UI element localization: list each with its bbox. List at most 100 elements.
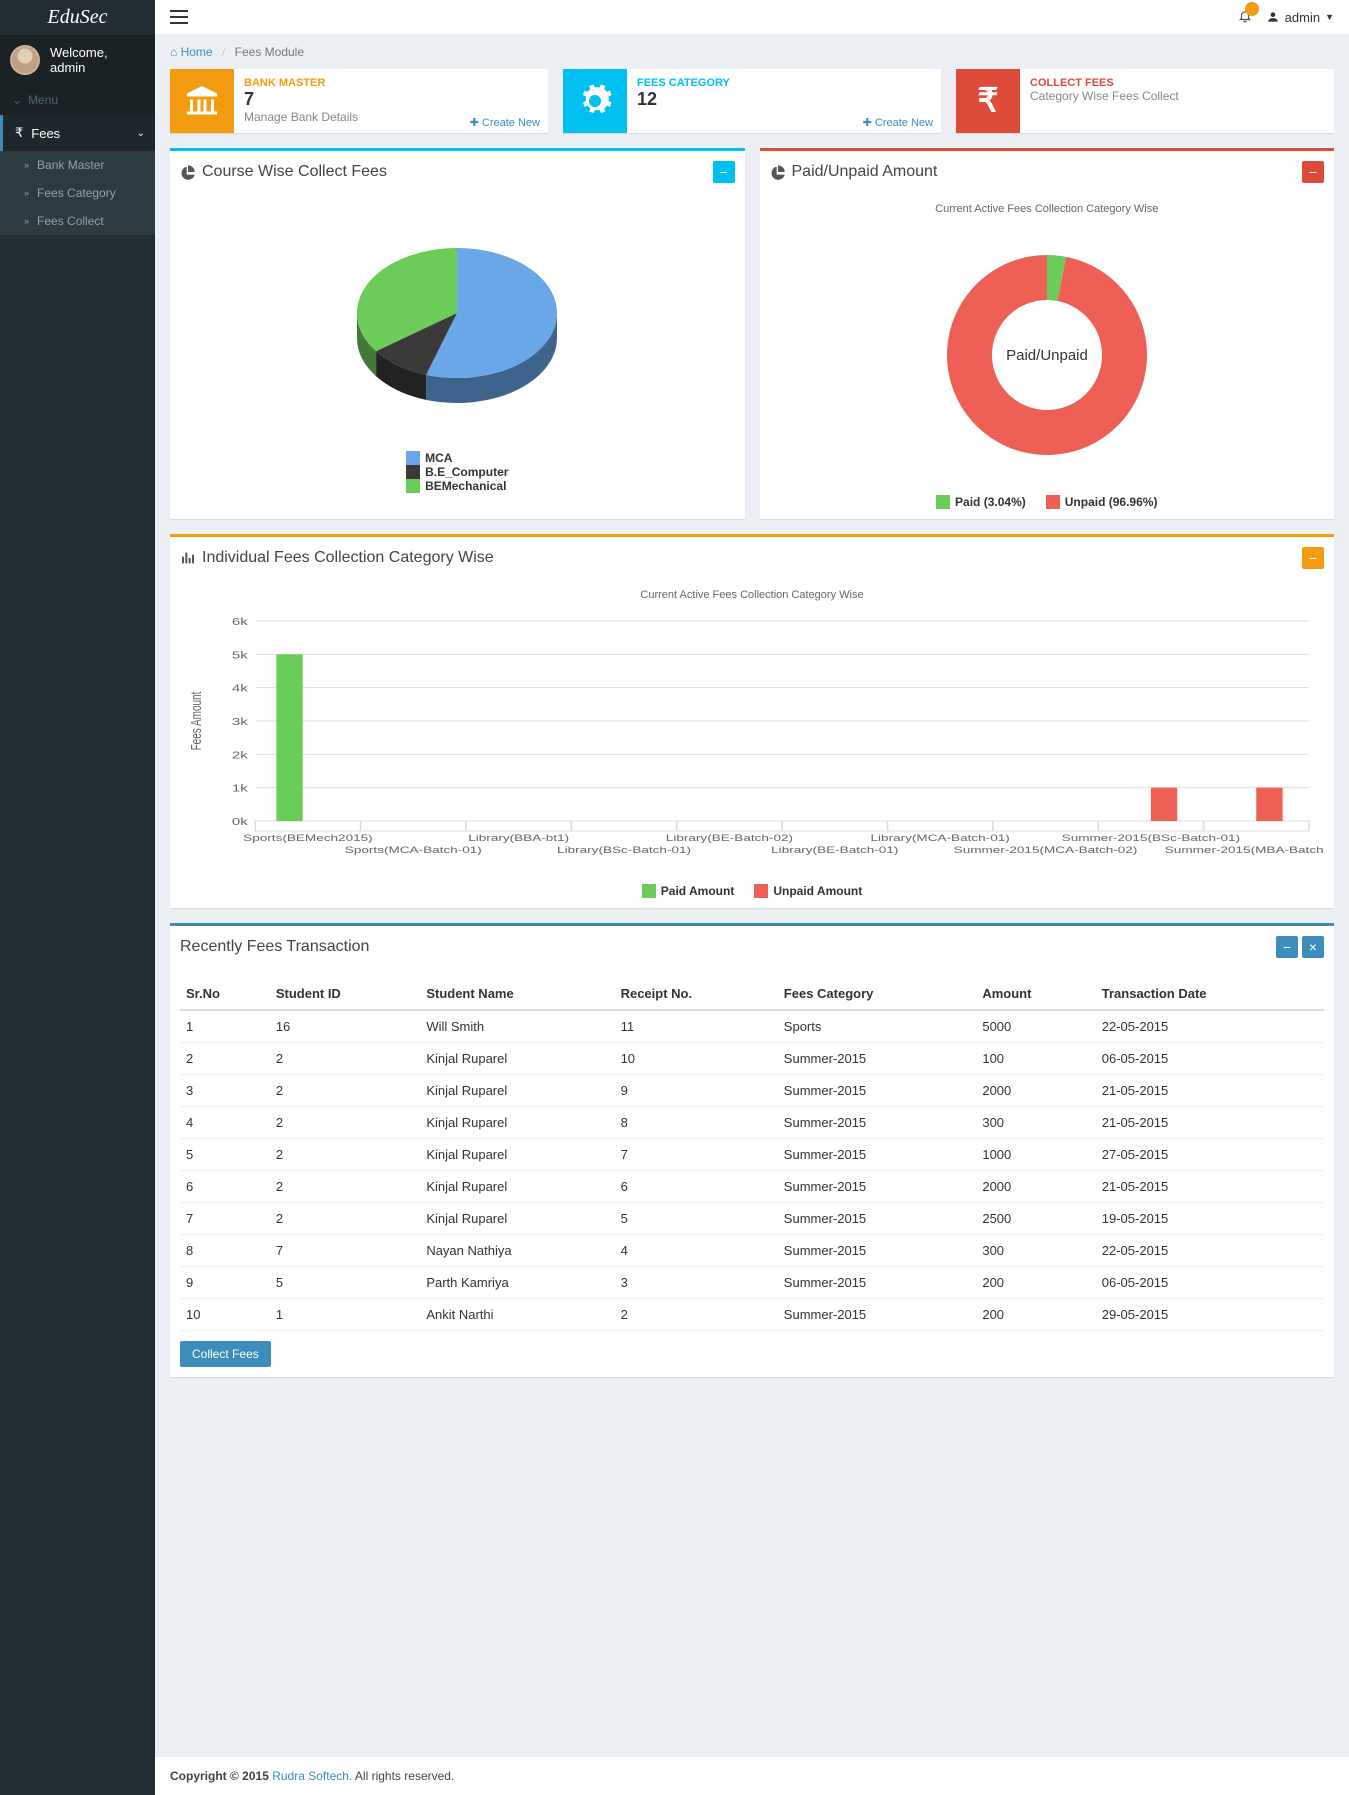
bar-panel: Individual Fees Collection Category Wise… [170,534,1334,908]
table-row: 72Kinjal Ruparel5Summer-2015250019-05-20… [180,1203,1324,1235]
info-icon [170,69,234,133]
user-menu[interactable]: admin ▼ [1266,10,1334,25]
svg-text:3k: 3k [232,716,249,728]
svg-text:Summer-2015(BSc-Batch-01): Summer-2015(BSc-Batch-01) [1062,834,1241,843]
create-new-link[interactable]: ✚ Create New [863,116,933,129]
chevron-down-icon: ⌄ [12,93,22,107]
svg-text:6k: 6k [232,616,249,628]
footer-link[interactable]: Rudra Softech. [272,1769,352,1783]
breadcrumb: ⌂ Home / Fees Module [155,35,1349,69]
table-row: 116Will Smith11Sports500022-05-2015 [180,1010,1324,1043]
pie-title: Course Wise Collect Fees [202,163,387,181]
bar-legend: Paid AmountUnpaid Amount [180,884,1324,898]
collect-fees-button[interactable]: Collect Fees [180,1341,271,1367]
info-subtitle: Category Wise Fees Collect [1030,89,1324,103]
donut-panel: Paid/Unpaid Amount − Current Active Fees… [760,148,1335,519]
angle-right-icon: » [24,188,29,198]
svg-text:Library(BSc-Batch-01): Library(BSc-Batch-01) [557,846,691,855]
tx-table: Sr.NoStudent IDStudent NameReceipt No.Fe… [180,978,1324,1331]
breadcrumb-sep: / [222,45,225,59]
tx-title: Recently Fees Transaction [180,938,369,956]
info-value: 7 [244,89,538,110]
breadcrumb-home[interactable]: ⌂ Home [170,45,216,59]
notifications-button[interactable] [1238,9,1252,26]
collapse-button[interactable]: − [713,161,735,183]
table-header: Receipt No. [615,978,778,1010]
welcome-text: Welcome, admin [50,45,145,75]
collapse-button[interactable]: − [1276,936,1298,958]
pie-chart-icon [180,164,196,180]
table-row: 52Kinjal Ruparel7Summer-2015100027-05-20… [180,1139,1324,1171]
breadcrumb-current: Fees Module [235,45,304,59]
info-title: FEES CATEGORY [637,77,931,89]
table-row: 87Nayan Nathiya4Summer-201530022-05-2015 [180,1235,1324,1267]
footer-rights: All rights reserved. [355,1769,454,1783]
user-label: admin [1285,10,1320,25]
svg-text:4k: 4k [232,682,249,694]
menu-label: Menu [28,93,58,107]
svg-text:Library(MCA-Batch-01): Library(MCA-Batch-01) [871,834,1010,843]
sidebar-item[interactable]: »Fees Category [0,179,155,207]
caret-down-icon: ▼ [1325,12,1334,22]
svg-text:0k: 0k [232,816,249,828]
notification-badge [1245,2,1259,16]
tx-panel: Recently Fees Transaction − × Sr.NoStude… [170,923,1334,1377]
nav-fees-label: Fees [31,126,60,141]
svg-text:Library(BE-Batch-02): Library(BE-Batch-02) [666,834,793,843]
svg-text:Summer-2015(MBA-Batch-01): Summer-2015(MBA-Batch-01) [1165,846,1324,855]
collapse-button[interactable]: − [1302,161,1324,183]
table-header: Student ID [270,978,420,1010]
footer: Copyright © 2015 Rudra Softech. All righ… [155,1756,1349,1795]
bar-title: Individual Fees Collection Category Wise [202,549,494,567]
svg-text:Library(BE-Batch-01): Library(BE-Batch-01) [771,846,898,855]
table-header: Amount [976,978,1095,1010]
svg-text:Sports(MCA-Batch-01): Sports(MCA-Batch-01) [345,846,482,855]
svg-text:Summer-2015(MCA-Batch-02): Summer-2015(MCA-Batch-02) [954,846,1138,855]
table-row: 22Kinjal Ruparel10Summer-201510006-05-20… [180,1043,1324,1075]
pie-panel: Course Wise Collect Fees − MCAB.E_Comput… [170,148,745,519]
table-row: 95Parth Kamriya3Summer-201520006-05-2015 [180,1267,1324,1299]
angle-right-icon: » [24,216,29,226]
donut-title: Paid/Unpaid Amount [792,163,938,181]
menu-header[interactable]: ⌄ Menu [0,85,155,115]
info-title: COLLECT FEES [1030,77,1324,89]
create-new-link[interactable]: ✚ Create New [470,116,540,129]
svg-text:Library(BBA-bt1): Library(BBA-bt1) [468,834,569,843]
pie-legend: MCAB.E_ComputerBEMechanical [406,451,508,493]
home-icon: ⌂ [170,45,177,59]
close-button[interactable]: × [1302,936,1324,958]
donut-legend: Paid (3.04%)Unpaid (96.96%) [770,495,1325,509]
svg-text:1k: 1k [232,782,249,794]
brand-logo: EduSec [0,0,155,35]
user-icon [1266,10,1280,24]
svg-text:Sports(BEMech2015): Sports(BEMech2015) [243,834,373,843]
collapse-button[interactable]: − [1302,547,1324,569]
bar-chart: 0k1k2k3k4k5k6kFees AmountSports(BEMech20… [180,611,1324,871]
info-card: FEES CATEGORY 12 ✚ Create New [563,69,941,133]
topbar: admin ▼ [155,0,1349,35]
bar-chart-icon [180,550,196,566]
svg-text:5k: 5k [232,649,249,661]
chevron-down-icon: ⌄ [137,128,145,139]
footer-copyright: Copyright © 2015 [170,1769,272,1783]
table-header: Transaction Date [1096,978,1324,1010]
table-row: 42Kinjal Ruparel8Summer-201530021-05-201… [180,1107,1324,1139]
rupee-icon: ₹ [15,125,23,141]
sidebar: EduSec Welcome, admin ⌄ Menu ₹ Fees ⌄ »B… [0,0,155,1795]
info-icon: ₹ [956,69,1020,133]
donut-chart: Paid/Unpaid [917,225,1177,485]
info-value: 12 [637,89,931,110]
sidebar-item[interactable]: »Fees Collect [0,207,155,235]
info-card: BANK MASTER 7 Manage Bank Details ✚ Crea… [170,69,548,133]
menu-toggle[interactable] [170,10,188,24]
svg-text:₹: ₹ [978,83,999,119]
table-row: 32Kinjal Ruparel9Summer-2015200021-05-20… [180,1075,1324,1107]
pie-chart [307,203,607,443]
nav-fees[interactable]: ₹ Fees ⌄ [0,115,155,151]
table-header: Student Name [420,978,614,1010]
svg-text:2k: 2k [232,749,249,761]
sidebar-item[interactable]: »Bank Master [0,151,155,179]
avatar [10,45,40,75]
table-header: Fees Category [778,978,977,1010]
info-card: ₹ COLLECT FEES Category Wise Fees Collec… [956,69,1334,133]
